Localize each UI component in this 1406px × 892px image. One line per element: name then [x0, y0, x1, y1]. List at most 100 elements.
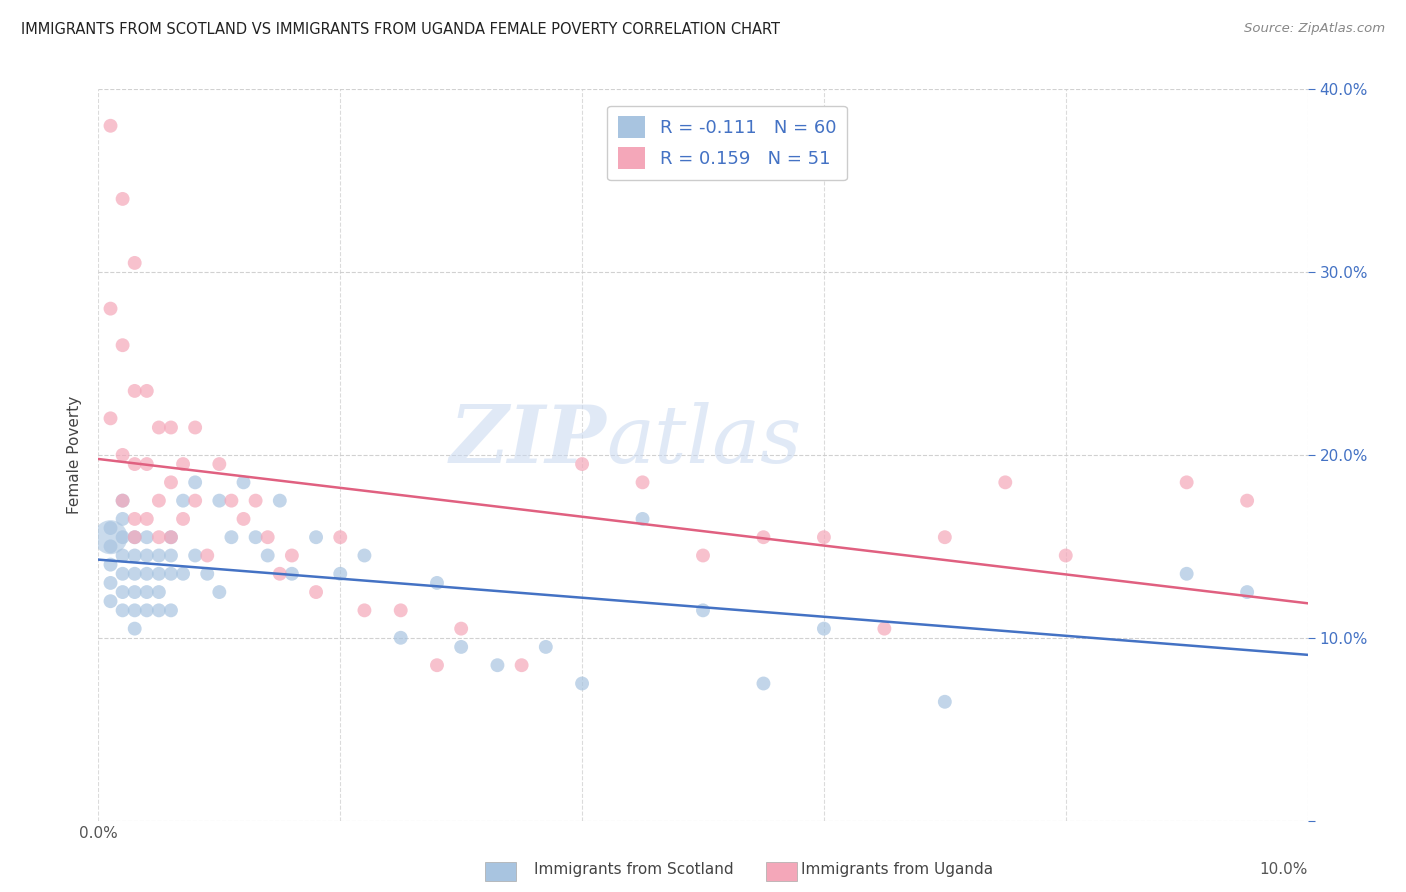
Point — [571, 676, 593, 690]
Point — [450, 640, 472, 654]
Point — [160, 420, 183, 434]
Point — [631, 475, 654, 490]
Point — [389, 603, 412, 617]
Point — [111, 493, 134, 508]
Legend: R = -0.111   N = 60, R = 0.159   N = 51: R = -0.111 N = 60, R = 0.159 N = 51 — [607, 105, 846, 180]
Point — [245, 530, 267, 544]
Point — [135, 457, 157, 471]
Point — [232, 475, 254, 490]
Point — [221, 530, 243, 544]
Point — [160, 549, 183, 563]
Point — [1175, 475, 1198, 490]
Point — [124, 603, 146, 617]
Point — [111, 603, 134, 617]
Point — [111, 192, 134, 206]
Point — [534, 640, 557, 654]
Point — [631, 512, 654, 526]
Point — [1175, 566, 1198, 581]
Point — [184, 549, 207, 563]
Point — [100, 576, 122, 591]
Point — [124, 622, 146, 636]
Point — [124, 512, 146, 526]
Point — [172, 457, 194, 471]
Point — [426, 576, 449, 591]
Point — [172, 566, 194, 581]
Point — [1236, 585, 1258, 599]
Point — [148, 585, 170, 599]
Point — [353, 549, 375, 563]
Point — [111, 338, 134, 352]
Point — [111, 512, 134, 526]
Point — [100, 539, 122, 553]
Point — [100, 521, 122, 535]
Point — [208, 457, 231, 471]
Text: IMMIGRANTS FROM SCOTLAND VS IMMIGRANTS FROM UGANDA FEMALE POVERTY CORRELATION CH: IMMIGRANTS FROM SCOTLAND VS IMMIGRANTS F… — [21, 22, 780, 37]
Point — [111, 549, 134, 563]
Text: atlas: atlas — [606, 401, 801, 479]
Point — [269, 493, 291, 508]
Point — [148, 566, 170, 581]
Point — [184, 493, 207, 508]
Point — [135, 549, 157, 563]
Point — [124, 549, 146, 563]
Point — [135, 585, 157, 599]
Point — [111, 566, 134, 581]
Point — [208, 585, 231, 599]
Point — [100, 594, 122, 608]
Point — [195, 549, 218, 563]
Point — [184, 420, 207, 434]
Point — [135, 530, 157, 544]
Y-axis label: Female Poverty: Female Poverty — [67, 396, 83, 514]
Point — [281, 549, 304, 563]
Point — [221, 493, 243, 508]
Point — [135, 512, 157, 526]
Point — [124, 530, 146, 544]
Point — [245, 493, 267, 508]
Point — [232, 512, 254, 526]
Point — [752, 530, 775, 544]
Point — [752, 676, 775, 690]
Point — [160, 566, 183, 581]
Point — [813, 622, 835, 636]
Point — [148, 420, 170, 434]
Point — [256, 549, 278, 563]
Point — [934, 695, 956, 709]
Point — [124, 585, 146, 599]
Point — [135, 603, 157, 617]
Point — [124, 530, 146, 544]
Point — [160, 603, 183, 617]
Point — [160, 530, 183, 544]
Point — [124, 457, 146, 471]
Point — [124, 256, 146, 270]
Point — [100, 301, 122, 316]
Point — [184, 475, 207, 490]
Point — [1054, 549, 1077, 563]
Point — [135, 566, 157, 581]
Point — [111, 585, 134, 599]
Point — [389, 631, 412, 645]
Point — [172, 493, 194, 508]
Point — [813, 530, 835, 544]
Point — [124, 566, 146, 581]
Point — [160, 530, 183, 544]
Point — [353, 603, 375, 617]
Point — [486, 658, 509, 673]
Point — [172, 512, 194, 526]
Point — [100, 530, 122, 544]
Point — [148, 549, 170, 563]
Point — [111, 530, 134, 544]
Text: 10.0%: 10.0% — [1260, 863, 1308, 877]
Point — [148, 493, 170, 508]
Point — [208, 493, 231, 508]
Point — [305, 530, 328, 544]
Point — [269, 566, 291, 581]
Point — [994, 475, 1017, 490]
Text: ZIP: ZIP — [450, 401, 606, 479]
Point — [329, 530, 352, 544]
Point — [510, 658, 533, 673]
Point — [1236, 493, 1258, 508]
Point — [135, 384, 157, 398]
Point — [426, 658, 449, 673]
Point — [692, 603, 714, 617]
Point — [160, 475, 183, 490]
